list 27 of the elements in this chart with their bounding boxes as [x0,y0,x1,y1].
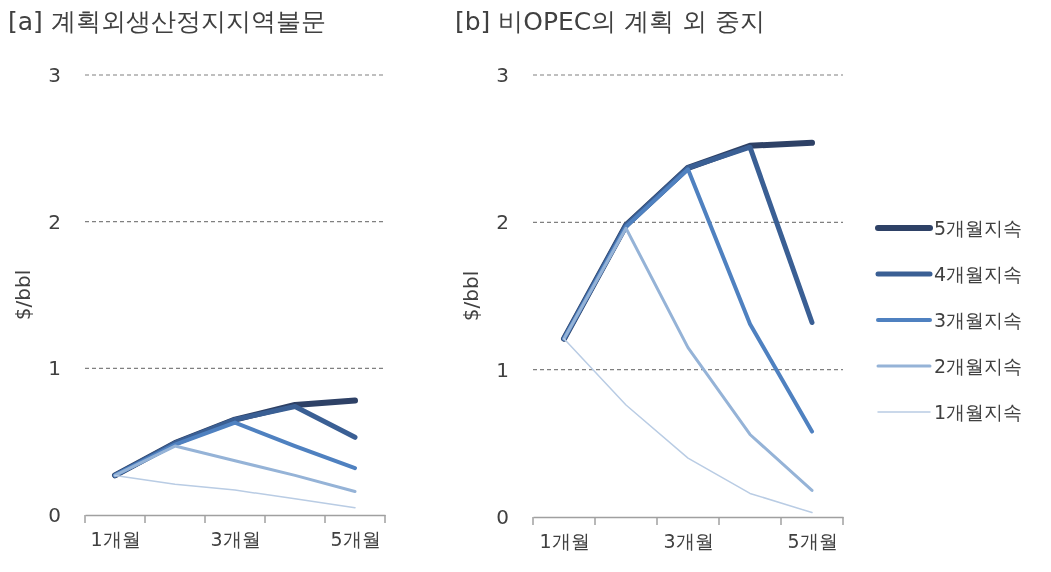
y-tick-label: 0 [48,502,61,527]
legend-label: 1개월지속 [934,401,1023,423]
line-series [563,337,813,514]
line-series [562,226,814,492]
y-tick-label: 2 [48,209,61,234]
y-tick-label: 1 [48,356,61,381]
chart-title: [b] 비OPEC의 계획 외 중지 [455,7,766,36]
legend-label: 3개월지속 [934,309,1023,331]
y-tick-label: 1 [496,357,509,382]
legend-label: 4개월지속 [934,263,1023,285]
x-tick-label: 3개월 [210,528,261,551]
y-tick-label: 0 [496,504,509,529]
y-axis-title: $/bbl [459,270,483,322]
legend-label: 2개월지속 [934,355,1023,377]
x-tick-label: 1개월 [539,530,590,553]
chart-title: [a] 계획외생산정지지역불문 [8,7,326,36]
line-series [114,474,356,509]
x-tick-label: 1개월 [90,528,141,551]
y-tick-label: 3 [48,62,61,87]
x-tick-label: 3개월 [663,530,714,553]
legend-label: 5개월지속 [934,217,1023,239]
x-tick-label: 5개월 [787,530,838,553]
x-tick-label: 5개월 [330,528,381,551]
line-series [113,444,357,494]
y-axis-title: $/bbl [11,269,35,321]
y-tick-label: 3 [496,62,509,87]
y-tick-label: 2 [496,210,509,235]
